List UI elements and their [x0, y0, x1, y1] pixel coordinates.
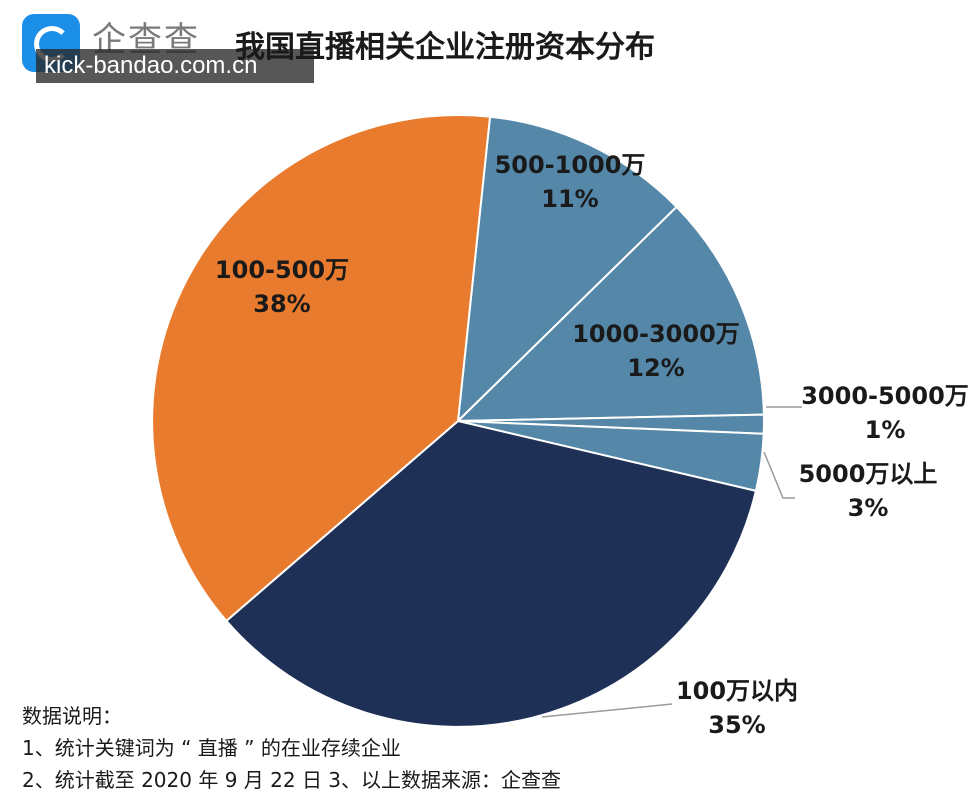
- slice-label-0: 500-1000万: [495, 151, 646, 179]
- pie-slice-5: [151, 114, 492, 623]
- pie-slice-1: [455, 205, 765, 423]
- pie-slice-0: [456, 115, 679, 424]
- watermark-bar: [36, 49, 314, 83]
- slice-percent-3: 3%: [848, 494, 889, 522]
- slice-percent-2: 1%: [865, 416, 906, 444]
- slice-label-3: 5000万以上: [799, 460, 938, 488]
- slice-label-1: 1000-3000万: [572, 320, 740, 348]
- watermark-text: kick-bandao.com.cn: [44, 52, 258, 79]
- slice-labels: 500-1000万 11% 1000-3000万 12% 3000-5000万 1% 500…: [215, 151, 969, 739]
- leader-line-3: [763, 451, 795, 499]
- pie-slices: [151, 114, 765, 728]
- leader-lines: [541, 406, 802, 718]
- pie-slice-4: [224, 419, 758, 728]
- leader-line-4: [541, 703, 673, 718]
- notes-line-2: 2、统计截至 2020 年 9 月 22 日 3、以上数据来源：企查查: [22, 768, 562, 792]
- slice-label-5: 100-500万: [215, 256, 349, 284]
- slice-label-4: 100万以内: [676, 677, 798, 705]
- chart-title: 我国直播相关企业注册资本分布: [235, 30, 655, 65]
- slice-percent-0: 11%: [541, 185, 598, 213]
- slice-percent-4: 35%: [708, 711, 765, 739]
- data-notes: 数据说明： 1、统计关键词为 “ 直播 ” 的在业存续企业 2、统计截至 202…: [22, 700, 561, 796]
- slice-percent-5: 38%: [253, 290, 310, 318]
- slice-label-2: 3000-5000万: [801, 382, 969, 410]
- notes-heading: 数据说明：: [22, 704, 122, 728]
- slice-percent-1: 12%: [627, 354, 684, 382]
- notes-line-1: 1、统计关键词为 “ 直播 ” 的在业存续企业: [22, 736, 401, 760]
